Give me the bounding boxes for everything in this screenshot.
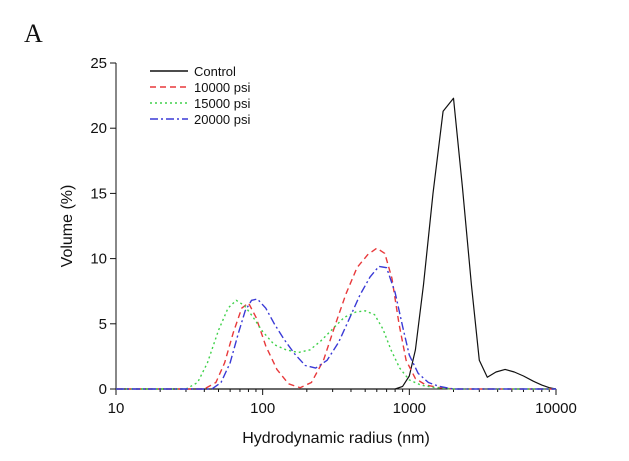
x-tick-label: 10 [108, 400, 125, 417]
legend-label-20000-psi: 20000 psi [194, 112, 250, 127]
y-tick-label: 10 [90, 251, 107, 268]
x-tick-label: 1000 [393, 400, 426, 417]
x-tick-label: 10000 [535, 400, 577, 417]
series-layer [116, 97, 557, 390]
y-tick-label: 20 [90, 120, 107, 137]
series-line-15000-psi [116, 299, 556, 390]
series-line-control [116, 97, 557, 390]
y-tick-label: 5 [99, 316, 107, 333]
y-tick-label: 0 [99, 381, 107, 398]
axes: 0 5 10 15 20 25 10 100 1000 10000 [90, 55, 577, 417]
x-axis-title: Hydrodynamic radius (nm) [242, 430, 430, 447]
y-axis-title: Volume (%) [59, 185, 76, 268]
y-tick-label: 15 [90, 185, 107, 202]
series-line-10000-psi [116, 247, 556, 390]
x-tick-label: 100 [250, 400, 275, 417]
legend-label-10000-psi: 10000 psi [194, 80, 250, 95]
y-tick-label: 25 [90, 55, 107, 72]
panel-label: A [24, 19, 43, 48]
series-line-20000-psi [116, 265, 556, 390]
legend-label-control: Control [194, 64, 236, 79]
legend-label-15000-psi: 15000 psi [194, 96, 250, 111]
